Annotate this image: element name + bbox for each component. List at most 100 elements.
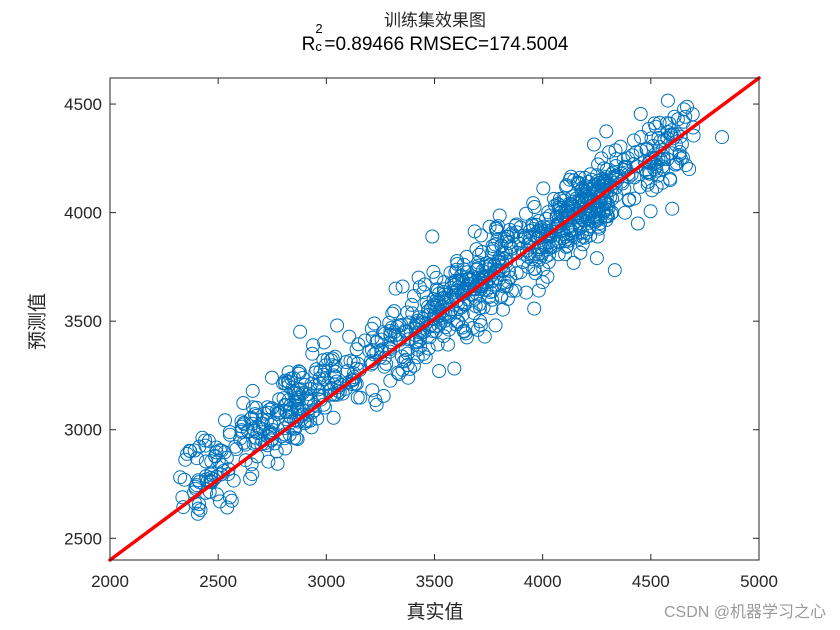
data-point [339,355,353,369]
data-point [476,300,491,315]
data-point [421,341,436,356]
data-point [236,435,251,450]
data-point [222,490,237,505]
x-tick-label: 4500 [632,572,670,591]
data-point [637,154,652,169]
data-point [432,286,446,301]
data-point [373,350,388,365]
data-point [449,317,464,332]
data-point [459,330,474,345]
data-point [395,279,410,294]
data-point [260,400,275,415]
data-point [633,107,648,121]
data-point [349,342,364,357]
data-point [644,131,659,146]
data-point [294,382,308,397]
data-point [539,211,554,226]
data-point [403,361,417,376]
data-point [265,401,279,416]
data-point [281,392,296,407]
data-point [509,217,524,232]
data-point [652,115,667,130]
data-point [325,358,340,373]
data-point [581,175,596,189]
data-point [499,246,514,260]
data-point [279,412,293,427]
data-point [410,350,425,365]
data-point [330,318,345,333]
data-point [473,318,488,333]
data-point [609,188,624,203]
data-point [411,270,426,285]
data-point [667,109,682,124]
data-point [193,503,208,518]
data-point [342,329,357,344]
data-point [228,439,243,454]
data-point [621,193,636,208]
data-point [388,281,403,296]
data-point [607,263,622,278]
x-tick-label: 5000 [740,572,778,591]
data-point [450,314,465,329]
data-point [656,162,671,177]
data-point [647,162,662,177]
data-point [527,262,542,276]
data-point [599,124,614,139]
data-point [649,179,664,194]
data-point [317,335,332,350]
data-point [634,130,649,144]
data-point [383,323,398,338]
data-point [245,383,260,398]
data-point [291,364,306,379]
data-point [283,398,298,413]
data-point [467,224,482,239]
data-point [293,324,308,339]
data-point [238,437,253,452]
y-axis-label: 预测值 [26,293,49,351]
data-point [455,320,470,335]
data-point [471,255,486,270]
data-point [533,223,548,238]
data-point [541,255,556,269]
data-point [665,201,680,216]
data-point [374,332,389,347]
x-tick-label: 4000 [524,572,562,591]
r-letter: R [301,34,316,55]
y-tick-label: 3000 [64,421,102,440]
data-point [578,230,593,245]
data-point [404,297,419,312]
data-point [430,337,445,352]
data-point [306,338,321,353]
data-point [261,454,276,469]
data-point [214,458,229,472]
data-point [662,171,677,186]
data-point [251,419,266,434]
data-point [305,346,320,361]
data-point [555,231,570,246]
data-point [663,173,678,188]
data-point [600,197,615,212]
data-point [653,133,668,148]
data-point [621,167,636,182]
data-point [482,219,497,234]
data-point [678,109,693,124]
data-point [534,246,549,261]
x-axis-label: 真实值 [406,601,464,623]
y-tick-label: 4000 [64,204,102,223]
y-tick-label: 2500 [64,529,102,548]
data-point [190,506,205,521]
data-point [353,390,368,405]
data-point [369,397,384,412]
data-point [526,196,541,211]
data-point [685,107,700,122]
y-tick-label: 4500 [64,95,102,114]
data-point [245,467,260,482]
r-superscript: 2 [315,21,323,36]
data-point [626,133,641,148]
data-point [593,189,608,204]
data-point [441,337,455,352]
data-point [488,318,503,333]
reference-line [108,76,761,562]
data-point [540,269,555,284]
